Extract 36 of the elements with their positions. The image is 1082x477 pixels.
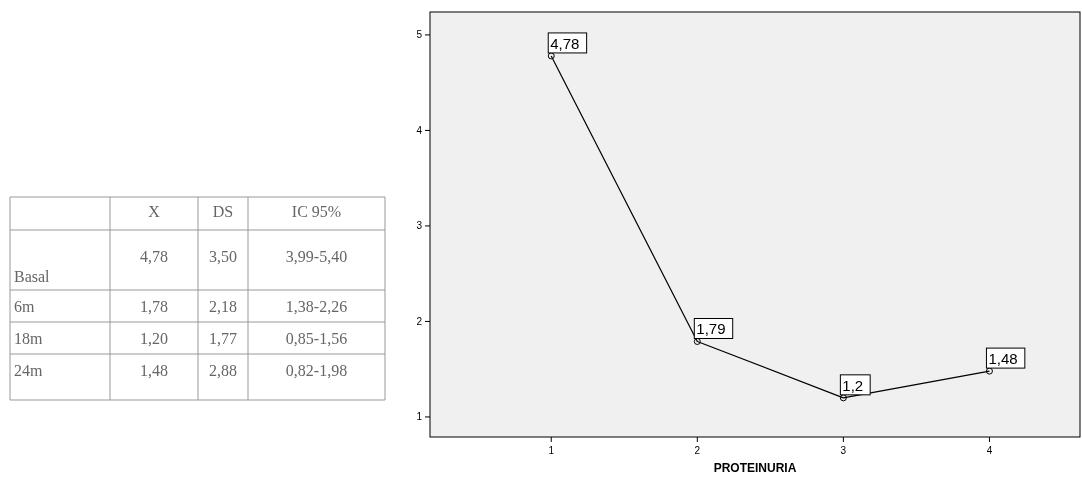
text: 0,82-1,98 bbox=[285, 362, 348, 379]
data-label: 4,78 bbox=[550, 34, 580, 52]
point bbox=[547, 52, 555, 60]
x-tick-label: 1 bbox=[548, 445, 555, 456]
point bbox=[839, 394, 847, 402]
text: 3,99-5,40 bbox=[285, 248, 348, 265]
y-tick-label: 5 bbox=[416, 29, 423, 41]
data-label: 1,48 bbox=[988, 350, 1018, 368]
text: 1,77 bbox=[209, 330, 237, 347]
text: 0,85-1,56 bbox=[285, 330, 348, 347]
y-tick-label: 24m bbox=[14, 362, 43, 379]
y-tick-label: 2 bbox=[416, 315, 423, 327]
text: 1,38-2,26 bbox=[285, 298, 348, 315]
y-tick-label: 6m bbox=[14, 298, 35, 315]
y-tick-label: Basal bbox=[14, 268, 51, 285]
x-tick-label: 3 bbox=[840, 445, 847, 456]
text: 3,50 bbox=[209, 248, 237, 265]
x-tick-label: X bbox=[148, 203, 161, 220]
text: 2,88 bbox=[209, 362, 237, 379]
data-label: 1,79 bbox=[696, 320, 726, 338]
data-label: 1,2 bbox=[842, 376, 864, 394]
y-tick-label: 3 bbox=[416, 220, 423, 232]
x-axis-title: PROTEINURIA bbox=[713, 461, 797, 475]
text: 1,20 bbox=[140, 330, 168, 347]
y-tick-label: 1 bbox=[416, 411, 423, 423]
text: 4,78 bbox=[140, 248, 168, 265]
y-tick-label: 18m bbox=[14, 330, 43, 347]
text: 2,18 bbox=[209, 298, 237, 315]
x-tick-label: IC 95% bbox=[291, 203, 342, 220]
x-tick-label: DS bbox=[212, 203, 234, 220]
text: 1,48 bbox=[140, 362, 168, 379]
x-tick-label: 4 bbox=[986, 445, 993, 456]
x-tick-label: 2 bbox=[694, 445, 701, 456]
text: 1,78 bbox=[140, 298, 168, 315]
y-tick-label: 4 bbox=[416, 124, 423, 136]
point bbox=[985, 367, 993, 375]
